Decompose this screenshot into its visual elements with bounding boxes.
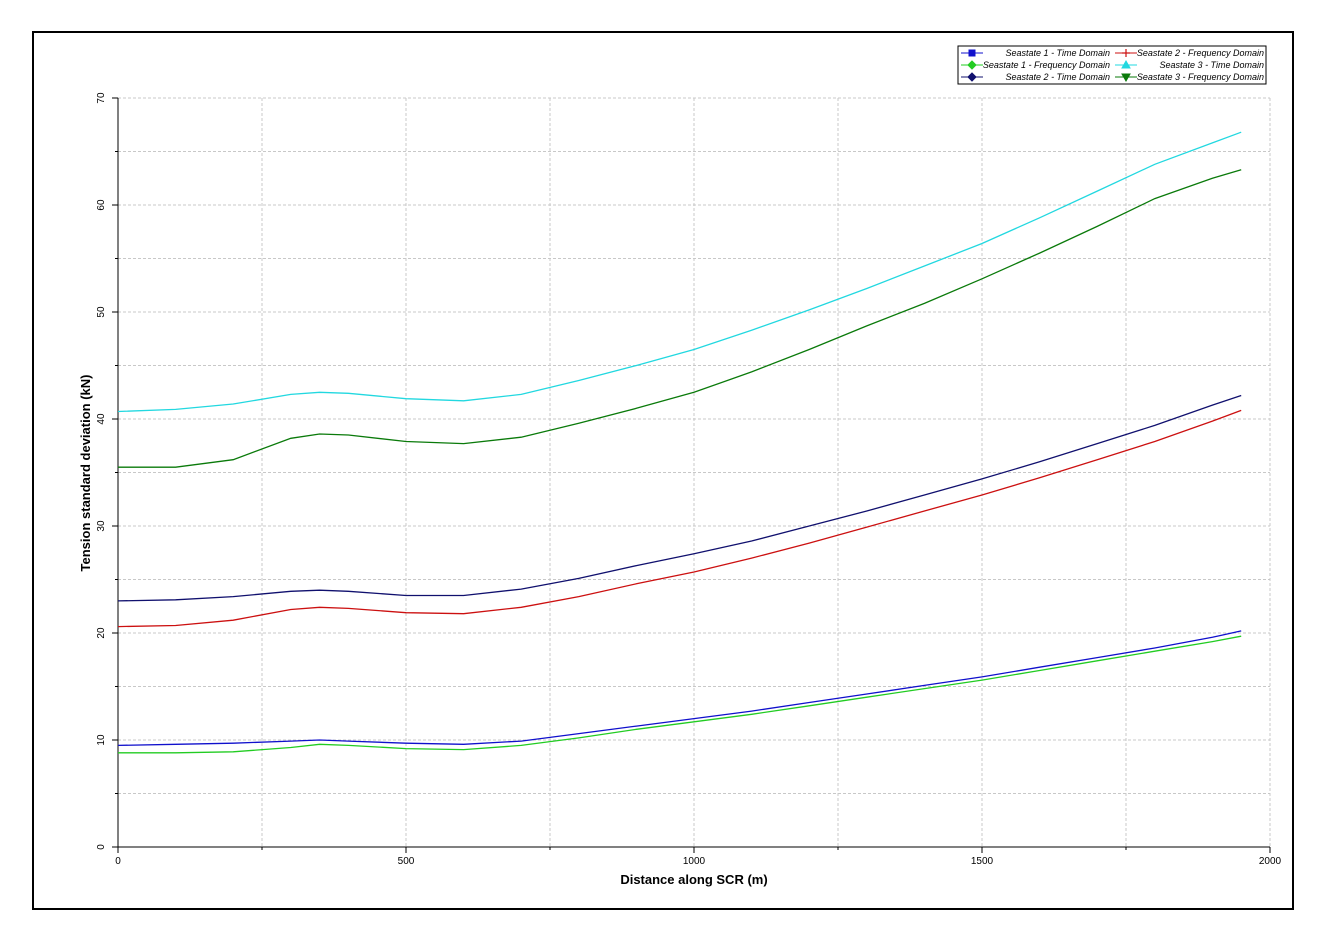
- legend: Seastate 1 - Time Domain Seastate 2 - Fre…: [957, 45, 1267, 85]
- legend-entry: Seastate 3 - Time Domain: [1115, 59, 1264, 70]
- legend-box: [957, 45, 1267, 85]
- series-line-3: [117, 394, 1242, 602]
- legend-marker: [1121, 73, 1131, 83]
- legend-marker: [1122, 49, 1130, 57]
- y-tick-label: 10: [96, 734, 107, 746]
- y-tick-label: 0: [96, 844, 107, 850]
- x-tick-label: 2000: [1259, 856, 1282, 867]
- legend-label: Seastate 1 - Frequency Domain: [983, 60, 1110, 70]
- chart-frame: [32, 31, 1294, 910]
- series-line-5: [117, 131, 1242, 413]
- legend-label: Seastate 1 - Time Domain: [1006, 48, 1110, 58]
- x-axis-title: Distance along SCR (m): [620, 872, 767, 887]
- axes: 0 10 20 30 40 50 60 70 0 500 1000 1500 2000: [96, 92, 1282, 867]
- legend-marker: [967, 60, 977, 70]
- x-tick-label: 500: [398, 856, 415, 867]
- legend-entry: Seastate 1 - Time Domain: [961, 48, 1110, 58]
- legend-entry: Seastate 3 - Frequency Domain: [1115, 72, 1264, 83]
- series-line-2: [118, 635, 1242, 754]
- x-tick-label: 1000: [683, 856, 706, 867]
- y-axis-title: Tension standard deviation (kN): [78, 375, 93, 572]
- y-tick-label: 30: [96, 520, 107, 532]
- legend-entry: Seastate 1 - Frequency Domain: [961, 60, 1110, 70]
- legend-entry: Seastate 2 - Time Domain: [961, 72, 1110, 82]
- legend-label: Seastate 3 - Frequency Domain: [1137, 72, 1264, 82]
- legend-marker: [967, 72, 977, 82]
- legend-marker: [968, 49, 976, 57]
- series-line-6: [118, 169, 1242, 468]
- series-line-4: [117, 409, 1242, 628]
- grid: [117, 97, 1271, 848]
- y-tick-label: 20: [96, 627, 107, 639]
- x-tick-label: 0: [115, 856, 121, 867]
- y-tick-label: 40: [96, 413, 107, 425]
- x-tick-label: 1500: [971, 856, 994, 867]
- series-lines: [117, 131, 1242, 754]
- series-line-1: [117, 630, 1242, 747]
- y-tick-label: 70: [96, 92, 107, 104]
- y-tick-label: 50: [96, 306, 107, 318]
- legend-entry: Seastate 2 - Frequency Domain: [1115, 48, 1264, 58]
- legend-marker: [1121, 59, 1131, 69]
- legend-label: Seastate 2 - Frequency Domain: [1137, 48, 1264, 58]
- y-tick-label: 60: [96, 199, 107, 211]
- legend-label: Seastate 2 - Time Domain: [1006, 72, 1110, 82]
- legend-label: Seastate 3 - Time Domain: [1160, 60, 1264, 70]
